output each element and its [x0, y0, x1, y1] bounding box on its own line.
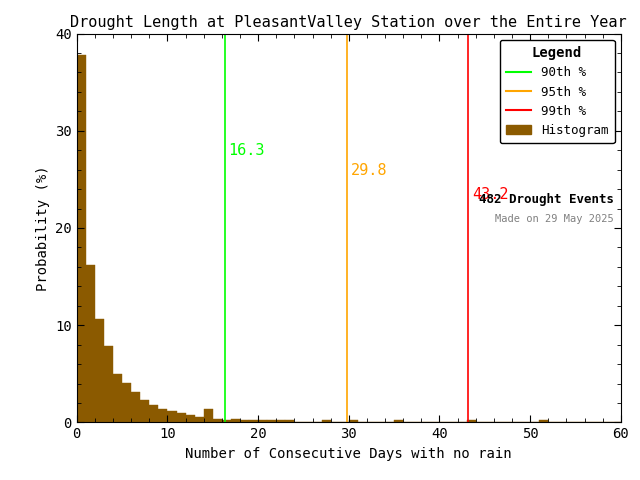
Bar	[122, 383, 131, 422]
Y-axis label: Probability (%): Probability (%)	[36, 165, 50, 291]
Text: 482 Drought Events: 482 Drought Events	[479, 193, 614, 206]
Bar	[177, 413, 186, 422]
Bar	[204, 409, 212, 422]
Bar	[212, 419, 222, 422]
Bar	[321, 420, 331, 422]
Text: 29.8: 29.8	[351, 163, 387, 178]
Legend: 90th %, 95th %, 99th %, Histogram: 90th %, 95th %, 99th %, Histogram	[500, 40, 614, 144]
Bar	[467, 420, 476, 422]
Bar	[394, 420, 403, 422]
Bar	[222, 420, 231, 422]
Bar	[249, 420, 258, 422]
Bar	[158, 409, 168, 422]
Text: Made on 29 May 2025: Made on 29 May 2025	[495, 214, 614, 224]
Bar	[231, 419, 240, 422]
Bar	[95, 319, 104, 422]
Bar	[140, 400, 149, 422]
Bar	[258, 420, 268, 422]
Text: 16.3: 16.3	[228, 143, 265, 158]
Text: 43.2: 43.2	[472, 187, 509, 202]
Bar	[186, 415, 195, 422]
Bar	[86, 265, 95, 422]
Bar	[131, 392, 140, 422]
Bar	[539, 420, 548, 422]
Title: Drought Length at PleasantValley Station over the Entire Year: Drought Length at PleasantValley Station…	[70, 15, 627, 30]
Bar	[349, 420, 358, 422]
Bar	[104, 346, 113, 422]
Bar	[285, 420, 294, 422]
Bar	[113, 374, 122, 422]
Bar	[77, 55, 86, 422]
Bar	[195, 417, 204, 422]
Bar	[276, 420, 285, 422]
Bar	[149, 405, 158, 422]
Bar	[168, 411, 177, 422]
X-axis label: Number of Consecutive Days with no rain: Number of Consecutive Days with no rain	[186, 447, 512, 461]
Bar	[240, 420, 249, 422]
Bar	[268, 420, 276, 422]
